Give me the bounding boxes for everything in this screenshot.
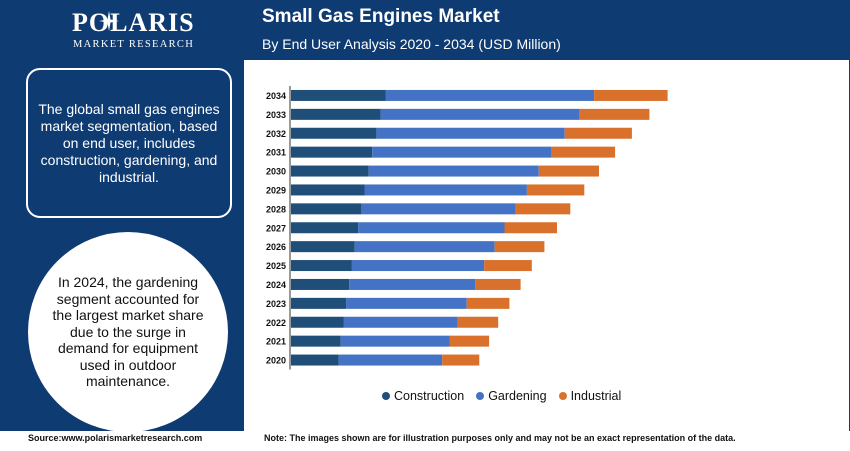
- bar-construction-2021: [291, 335, 341, 347]
- bar-industrial-2026: [494, 241, 545, 253]
- segmentation-text: The global small gas engines market segm…: [38, 100, 220, 185]
- logo-subtitle: MARKET RESEARCH: [73, 39, 195, 50]
- segmentation-box: The global small gas engines market segm…: [26, 68, 232, 218]
- bar-industrial-2027: [504, 222, 557, 234]
- bar-gardening-2022: [343, 316, 458, 328]
- bar-construction-2033: [291, 108, 381, 120]
- bar-industrial-2032: [564, 127, 632, 139]
- legend-label-gardening: Gardening: [488, 389, 547, 403]
- bar-gardening-2023: [346, 297, 467, 309]
- footer: [0, 431, 850, 451]
- bar-gardening-2024: [349, 278, 476, 290]
- tick-label-2021: 2021: [266, 337, 286, 347]
- tick-label-2030: 2030: [266, 167, 286, 177]
- legend-label-industrial: Industrial: [570, 389, 622, 403]
- bar-industrial-2022: [457, 316, 499, 328]
- tick-label-2034: 2034: [266, 91, 286, 101]
- bar-gardening-2026: [354, 241, 495, 253]
- header-bar: [0, 0, 850, 60]
- legend-swatch-industrial: [558, 392, 567, 400]
- bar-gardening-2030: [368, 165, 539, 177]
- note-text: Note: The images shown are for illustrat…: [264, 433, 736, 443]
- tick-label-2029: 2029: [266, 185, 286, 195]
- bar-construction-2032: [291, 127, 377, 139]
- logo-name: POLARIS: [72, 8, 195, 37]
- chart-subtitle: By End User Analysis 2020 - 2034 (USD Mi…: [262, 36, 561, 52]
- bar-construction-2022: [291, 316, 344, 328]
- bar-gardening-2021: [340, 335, 450, 347]
- logo: POLARIS MARKET RESEARCH: [0, 0, 248, 60]
- bar-industrial-2034: [594, 89, 668, 101]
- bar-gardening-2032: [376, 127, 565, 139]
- bar-construction-2029: [291, 184, 365, 196]
- tick-label-2025: 2025: [266, 261, 286, 271]
- bar-construction-2034: [291, 89, 386, 101]
- bar-gardening-2028: [361, 203, 516, 215]
- bar-gardening-2033: [380, 108, 580, 120]
- bar-industrial-2029: [526, 184, 585, 196]
- tick-label-2028: 2028: [266, 204, 286, 214]
- bar-construction-2030: [291, 165, 369, 177]
- bar-construction-2024: [291, 278, 350, 290]
- bar-gardening-2020: [338, 354, 443, 366]
- bar-construction-2026: [291, 241, 355, 253]
- highlight-text: In 2024, the gardening segment accounted…: [52, 274, 204, 390]
- highlight-circle: In 2024, the gardening segment accounted…: [22, 226, 234, 438]
- bar-gardening-2027: [358, 222, 505, 234]
- bar-gardening-2025: [351, 260, 485, 272]
- source-text: Source:www.polarismarketresearch.com: [28, 433, 203, 443]
- bar-construction-2031: [291, 146, 373, 158]
- legend-item-construction: Construction: [382, 389, 464, 403]
- tick-label-2022: 2022: [266, 318, 286, 328]
- legend-swatch-construction: [382, 392, 390, 400]
- tick-label-2023: 2023: [266, 299, 286, 309]
- bar-industrial-2033: [579, 108, 650, 120]
- legend-item-gardening: Gardening: [476, 389, 547, 403]
- bar-industrial-2023: [466, 297, 510, 309]
- bar-industrial-2030: [538, 165, 599, 177]
- bar-construction-2023: [291, 297, 347, 309]
- bar-chart: 2034 2033 2032 2031 2030 2029 2028 2027 2026 2025…: [266, 86, 668, 370]
- bar-construction-2020: [291, 354, 339, 366]
- chart-title: Small Gas Engines Market: [262, 6, 500, 27]
- tick-label-2020: 2020: [266, 356, 286, 366]
- bar-gardening-2029: [364, 184, 527, 196]
- bar-industrial-2031: [551, 146, 616, 158]
- bar-construction-2025: [291, 260, 352, 272]
- star-icon: [99, 11, 119, 31]
- tick-label-2031: 2031: [266, 148, 286, 158]
- bar-industrial-2025: [484, 260, 532, 272]
- bar-industrial-2028: [515, 203, 571, 215]
- bar-construction-2028: [291, 203, 361, 215]
- bar-industrial-2024: [475, 278, 521, 290]
- tick-label-2024: 2024: [266, 280, 286, 290]
- bar-construction-2027: [291, 222, 359, 234]
- tick-label-2033: 2033: [266, 110, 286, 120]
- bar-gardening-2031: [372, 146, 552, 158]
- tick-label-2027: 2027: [266, 223, 286, 233]
- bar-gardening-2034: [385, 89, 595, 101]
- bar-industrial-2021: [449, 335, 490, 347]
- bar-industrial-2020: [442, 354, 480, 366]
- tick-label-2026: 2026: [266, 242, 286, 252]
- legend: Construction Gardening Industrial: [382, 389, 621, 403]
- legend-label-construction: Construction: [394, 389, 465, 403]
- legend-swatch-gardening: [476, 392, 485, 400]
- tick-label-2032: 2032: [266, 129, 286, 139]
- legend-item-industrial: Industrial: [558, 389, 622, 403]
